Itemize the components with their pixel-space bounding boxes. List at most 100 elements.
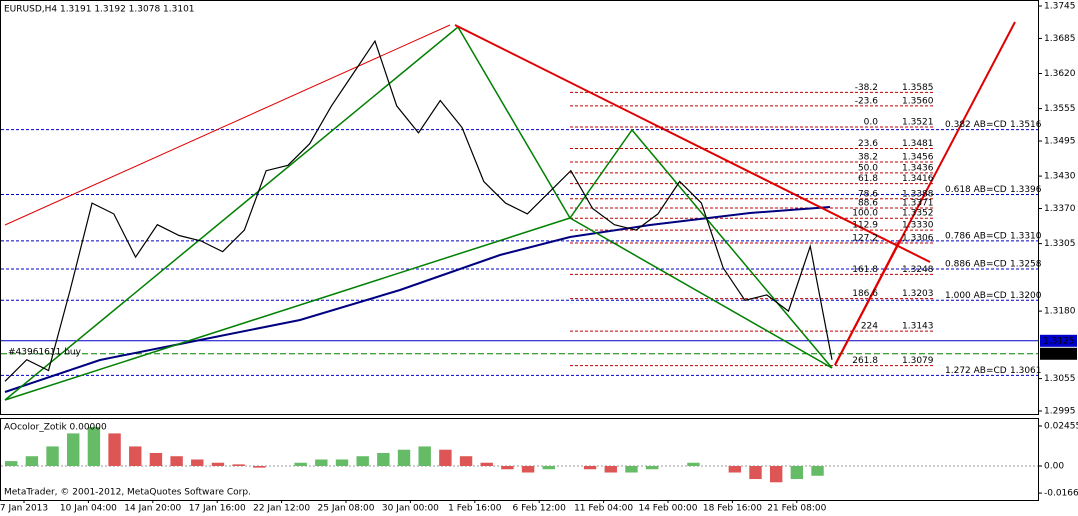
abcd-label: 0.618 AB=CD (945, 185, 1007, 195)
ao-bar (583, 466, 597, 470)
ask-box (1040, 334, 1077, 347)
ao-bar (294, 462, 307, 466)
ao-bar (129, 446, 142, 466)
fib-price: 1.3388 (902, 189, 934, 199)
abcd-label: 1.272 AB=CD (945, 366, 1007, 376)
abcd-price: 1.3310 (1010, 231, 1042, 241)
indicator-tick-label: -0.01663 (1044, 489, 1078, 499)
price-tick-label: 1.3620 (1044, 69, 1076, 79)
fib-price: 1.3416 (902, 174, 934, 184)
fib-price: 1.3371 (902, 198, 934, 208)
fib-price: 1.3481 (902, 139, 934, 149)
ao-bar (811, 466, 824, 476)
ao-bar (5, 461, 18, 466)
ao-bar (480, 462, 493, 466)
pattern-leg (569, 217, 833, 369)
trend-line (4, 24, 451, 226)
fib-price: 1.3079 (902, 356, 934, 366)
fib-price: 1.3330 (902, 221, 934, 231)
ao-bar (191, 459, 204, 466)
ao-bar (25, 456, 39, 466)
moving-average (4, 206, 831, 393)
fib-price: 1.3143 (902, 322, 934, 332)
time-label: 18 Feb 16:00 (703, 504, 762, 514)
abcd-label: 1.000 AB=CD (945, 291, 1007, 301)
symbol-info: EURUSD,H4 1.3191 1.3192 1.3078 1.3101 (4, 5, 195, 15)
order-label: #43961611 buy (8, 348, 82, 358)
abcd-price: 1.3061 (1010, 366, 1042, 376)
time-label: 14 Feb 00:00 (638, 504, 697, 514)
fib-price: 1.3521 (902, 117, 934, 127)
trend-lines (4, 21, 1016, 366)
fib-price: 1.3248 (902, 265, 934, 275)
time-label: 11 Feb 04:00 (574, 504, 633, 514)
fib-ratio: 161.8 (852, 265, 878, 275)
ao-bar (356, 456, 369, 466)
ao-bar (46, 446, 59, 466)
abcd-price: 1.3516 (1010, 120, 1042, 130)
ao-bar (790, 466, 804, 480)
ao-bar (542, 466, 555, 470)
fib-ratio: 23.6 (858, 139, 878, 149)
ao-bar (67, 433, 80, 466)
fib-ratio: 38.2 (858, 153, 878, 163)
price-tick-label: 1.3180 (1044, 307, 1076, 317)
indicator-tick-label: 0.00 (1044, 462, 1064, 472)
fib-ratio: -38.2 (855, 83, 878, 93)
abcd-price: 1.3258 (1010, 259, 1042, 269)
time-label: 7 Jan 2013 (0, 504, 48, 514)
fib-price: 1.3352 (902, 209, 934, 219)
ao-bar (501, 466, 514, 470)
price-tick-label: 1.3370 (1044, 204, 1076, 214)
ao-bar (315, 459, 328, 466)
time-label: 22 Jan 12:00 (253, 504, 310, 514)
time-label: 6 Feb 12:00 (513, 504, 567, 514)
ao-bar (170, 456, 183, 466)
fib-ratio: 112.9 (852, 221, 878, 231)
fib-ratio: 78.6 (858, 189, 878, 199)
price-tick-label: 1.3745 (1044, 2, 1076, 12)
time-label: 17 Jan 16:00 (189, 504, 246, 514)
abcd-label: 0.786 AB=CD (945, 231, 1007, 241)
abcd-price: 1.3200 (1010, 291, 1042, 301)
ao-bar (625, 466, 638, 473)
time-label: 21 Feb 08:00 (767, 504, 826, 514)
fib-ratio: 261.8 (852, 356, 878, 366)
abcd-label: 0.382 AB=CD (945, 120, 1007, 130)
indicator-title: AOcolor_Zotik 0.00000 (4, 423, 107, 433)
price-tick-label: 1.3685 (1044, 34, 1076, 44)
fib-price: 1.3585 (902, 83, 934, 93)
fib-ratio: -23.6 (855, 96, 879, 106)
ao-bar (749, 466, 762, 480)
ao-bar (439, 449, 452, 466)
ask-label: 1.3125 (1043, 336, 1075, 346)
abcd-price: 1.3396 (1010, 185, 1042, 195)
fib-ratio: 100.0 (852, 209, 878, 219)
time-label: 10 Jan 04:00 (60, 504, 117, 514)
fib-ratio: 50.0 (858, 163, 878, 173)
time-label: 14 Jan 20:00 (124, 504, 181, 514)
ao-bar (377, 452, 390, 466)
ao-bar (232, 464, 245, 466)
ao-bar (521, 466, 535, 473)
ao-bar (604, 466, 617, 473)
ao-bar (87, 426, 101, 466)
fib-ratio: 127.2 (852, 234, 878, 244)
price-tick-label: 1.3430 (1044, 172, 1076, 182)
fib-ratio: 88.6 (858, 198, 878, 208)
ao-bar (149, 452, 163, 466)
pattern-lines (4, 25, 833, 401)
close-label: 1.3101 (1043, 349, 1075, 359)
ao-bar (335, 459, 349, 466)
time-label: 30 Jan 00:00 (382, 504, 439, 514)
copyright: MetaTrader, © 2001-2012, MetaQuotes Soft… (4, 488, 251, 498)
ao-bar (687, 462, 700, 466)
price-tick-label: 1.3305 (1044, 239, 1076, 249)
ao-bar (728, 466, 742, 473)
ao-bar (418, 446, 431, 466)
trend-line (834, 239, 901, 366)
ao-bar (211, 462, 225, 466)
pattern-leg (4, 217, 571, 401)
fib-price: 1.3456 (902, 153, 934, 163)
